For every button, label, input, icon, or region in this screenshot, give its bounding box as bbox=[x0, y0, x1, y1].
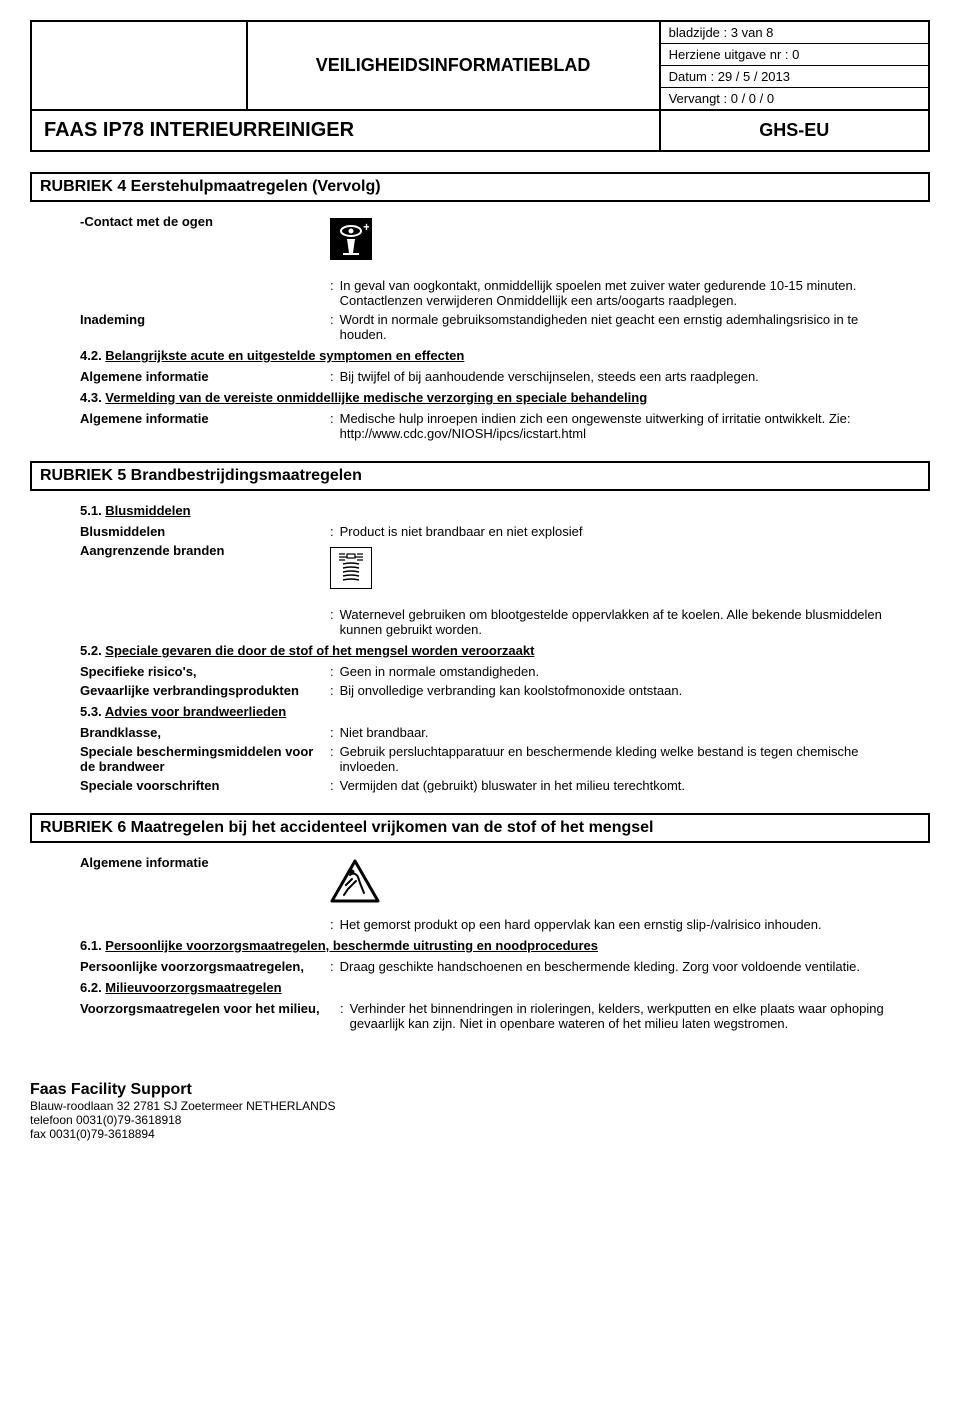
milieu-text: Verhinder het binnendringen in riolering… bbox=[350, 1001, 900, 1031]
section-6-1: 6.1. Persoonlijke voorzorgsmaatregelen, … bbox=[80, 938, 900, 953]
contact-eyes-label: -Contact met de ogen bbox=[80, 214, 330, 270]
aangrenzend-label: Aangrenzende branden bbox=[80, 543, 330, 599]
section-5-1: 5.1. Blusmiddelen bbox=[80, 503, 900, 518]
meta-page: bladzijde : 3 van 8 bbox=[661, 22, 928, 44]
header-meta: bladzijde : 3 van 8 Herziene uitgave nr … bbox=[660, 21, 929, 110]
footer-tel: telefoon 0031(0)79-3618918 bbox=[30, 1113, 930, 1127]
alg-info-42-text: Bij twijfel of bij aanhoudende verschijn… bbox=[340, 369, 759, 384]
alg-info-6-label: Algemene informatie bbox=[80, 855, 330, 913]
alg-info-6-text: Het gemorst produkt op een hard oppervla… bbox=[340, 917, 822, 932]
section-5-2: 5.2. Speciale gevaren die door de stof o… bbox=[80, 643, 900, 658]
section-4-3: 4.3. Vermelding van de vereiste onmiddel… bbox=[80, 390, 900, 405]
rubriek4-heading: RUBRIEK 4 Eerstehulpmaatregelen (Vervolg… bbox=[30, 172, 930, 202]
eyes-text: In geval van oogkontakt, onmiddellijk sp… bbox=[340, 278, 900, 308]
rubriek6-content: Algemene informatie :Het gemorst produkt… bbox=[30, 855, 930, 1031]
bescherm-label: Speciale beschermingsmiddelen voor de br… bbox=[80, 744, 330, 774]
meta-revision: Herziene uitgave nr : 0 bbox=[661, 44, 928, 66]
section-5-3: 5.3. Advies voor brandweerlieden bbox=[80, 704, 900, 719]
voorschrift-label: Speciale voorschriften bbox=[80, 778, 330, 793]
section-4-2: 4.2. Belangrijkste acute en uitgestelde … bbox=[80, 348, 900, 363]
doc-title: VEILIGHEIDSINFORMATIEBLAD bbox=[247, 21, 660, 110]
rubriek5-content: 5.1. Blusmiddelen Blusmiddelen :Product … bbox=[30, 503, 930, 793]
inademing-label: Inademing bbox=[80, 312, 330, 342]
product-name: FAAS IP78 INTERIEURREINIGER bbox=[31, 110, 660, 151]
sds-page: VEILIGHEIDSINFORMATIEBLAD bladzijde : 3 … bbox=[0, 0, 960, 1161]
footer-address: Blauw-roodlaan 32 2781 SJ Zoetermeer NET… bbox=[30, 1099, 930, 1113]
alg-info-43-text: Medische hulp inroepen indien zich een o… bbox=[340, 411, 900, 441]
meta-replaces: Vervangt : 0 / 0 / 0 bbox=[661, 88, 928, 109]
alg-info-43-label: Algemene informatie bbox=[80, 411, 330, 441]
verbranding-label: Gevaarlijke verbrandingsprodukten bbox=[80, 683, 330, 698]
eye-rinse-icon: + bbox=[330, 218, 372, 260]
alg-info-42-label: Algemene informatie bbox=[80, 369, 330, 384]
brandklasse-text: Niet brandbaar. bbox=[340, 725, 429, 740]
section-6-2: 6.2. Milieuvoorzorgsmaatregelen bbox=[80, 980, 900, 995]
risico-label: Specifieke risico's, bbox=[80, 664, 330, 679]
rubriek4-content: -Contact met de ogen + :In geval van oog… bbox=[30, 214, 930, 441]
milieu-label: Voorzorgsmaatregelen voor het milieu, bbox=[80, 1001, 340, 1031]
water-spray-icon bbox=[330, 547, 372, 589]
blusmiddelen-label: Blusmiddelen bbox=[80, 524, 330, 539]
rubriek6-heading: RUBRIEK 6 Maatregelen bij het accidentee… bbox=[30, 813, 930, 843]
blusmiddelen-text: Product is niet brandbaar en niet explos… bbox=[340, 524, 583, 539]
verbranding-text: Bij onvolledige verbranding kan koolstof… bbox=[340, 683, 683, 698]
bescherm-text: Gebruik persluchtapparatuur en bescherme… bbox=[340, 744, 900, 774]
slip-warning-icon bbox=[330, 859, 380, 903]
footer-company: Faas Facility Support bbox=[30, 1081, 930, 1099]
meta-date: Datum : 29 / 5 / 2013 bbox=[661, 66, 928, 88]
footer-fax: fax 0031(0)79-3618894 bbox=[30, 1127, 930, 1141]
risico-text: Geen in normale omstandigheden. bbox=[340, 664, 539, 679]
header-table: VEILIGHEIDSINFORMATIEBLAD bladzijde : 3 … bbox=[30, 20, 930, 152]
header-logo-cell bbox=[31, 21, 247, 110]
persoonlijk-label: Persoonlijke voorzorgsmaatregelen, bbox=[80, 959, 330, 974]
footer: Faas Facility Support Blauw-roodlaan 32 … bbox=[30, 1081, 930, 1141]
ghs-classification: GHS-EU bbox=[660, 110, 929, 151]
brandklasse-label: Brandklasse, bbox=[80, 725, 330, 740]
persoonlijk-text: Draag geschikte handschoenen en bescherm… bbox=[340, 959, 860, 974]
rubriek5-heading: RUBRIEK 5 Brandbestrijdingsmaatregelen bbox=[30, 461, 930, 491]
svg-text:+: + bbox=[363, 221, 369, 234]
inademing-text: Wordt in normale gebruiksomstandigheden … bbox=[340, 312, 900, 342]
aangrenzend-text: Waternevel gebruiken om blootgestelde op… bbox=[340, 607, 900, 637]
voorschrift-text: Vermijden dat (gebruikt) bluswater in he… bbox=[340, 778, 685, 793]
